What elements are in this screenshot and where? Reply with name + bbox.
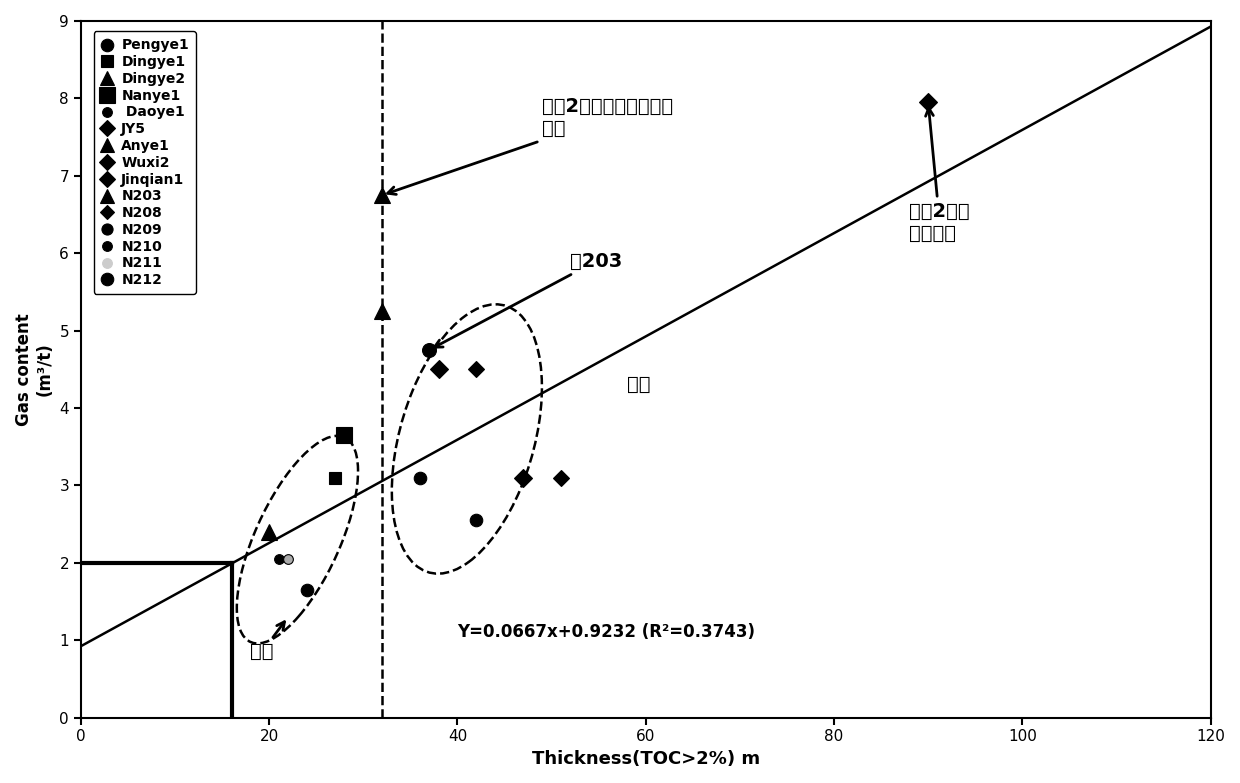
- Legend: Pengye1, Dingye1, Dingye2, Nanye1,  Daoye1, JY5, Anye1, Wuxi2, Jinqian1, N203, N: Pengye1, Dingye1, Dingye2, Nanye1, Daoye…: [93, 31, 196, 294]
- Text: Y=0.0667x+0.9232 (R²=0.3743): Y=0.0667x+0.9232 (R²=0.3743): [458, 623, 755, 641]
- Text: 盆外: 盆外: [250, 622, 284, 662]
- X-axis label: Thickness(TOC>2%) m: Thickness(TOC>2%) m: [532, 750, 760, 768]
- Text: 丁页2总含气量测定方法
不同: 丁页2总含气量测定方法 不同: [388, 97, 673, 194]
- Text: 盆内: 盆内: [627, 375, 651, 395]
- Text: 宁203: 宁203: [434, 251, 622, 347]
- Y-axis label: Gas content
(m³/t): Gas content (m³/t): [15, 313, 53, 426]
- Text: 巫溪2盆缘
沉积中心: 巫溪2盆缘 沉积中心: [909, 108, 970, 243]
